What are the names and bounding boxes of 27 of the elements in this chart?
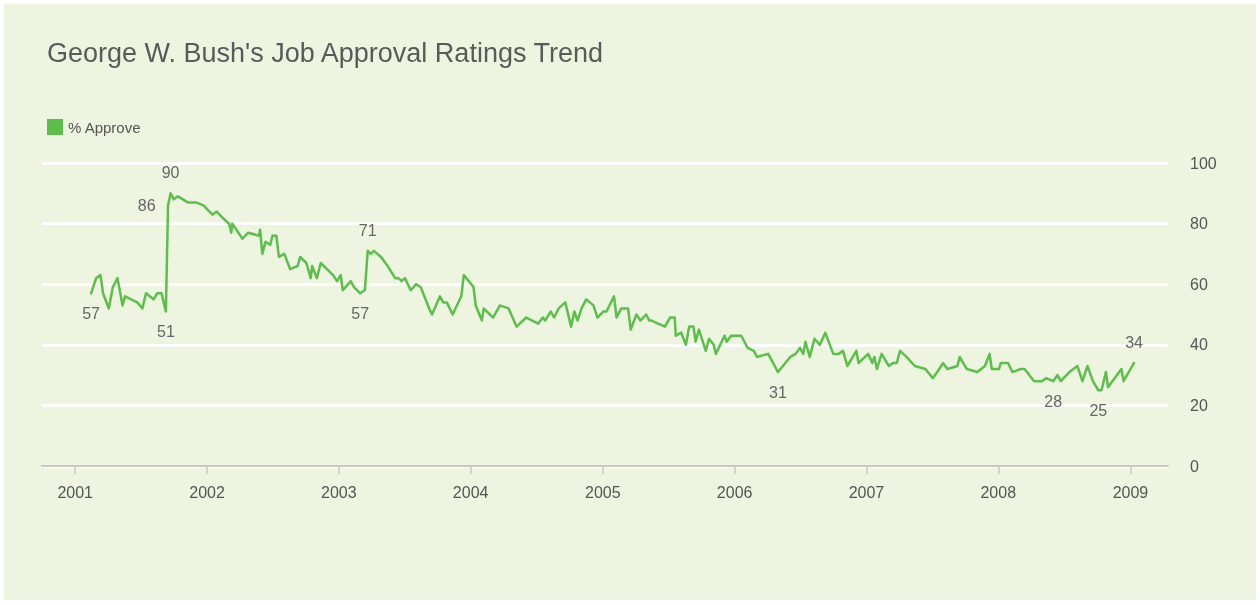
x-tick-label: 2004 (452, 483, 489, 501)
x-tick-label: 2009 (1112, 483, 1149, 501)
x-tick-label: 2002 (189, 483, 225, 501)
annotation: 28 (1044, 393, 1063, 411)
x-tick-label: 2005 (585, 483, 621, 501)
annotation: 31 (769, 384, 787, 402)
annotation: 25 (1089, 402, 1108, 420)
y-tick-label: 0 (1190, 457, 1199, 475)
annotation: 34 (1125, 333, 1144, 351)
x-tick-label: 2001 (57, 483, 94, 501)
y-tick-label: 100 (1190, 154, 1217, 172)
annotation: 71 (358, 221, 377, 239)
annotation: 57 (351, 305, 370, 323)
x-tick-label: 2008 (980, 483, 1017, 501)
y-tick-label: 80 (1190, 215, 1208, 233)
y-tick-label: 20 (1190, 396, 1208, 414)
legend-label: % Approve (68, 118, 141, 136)
chart-title: George W. Bush's Job Approval Ratings Trend (47, 37, 603, 68)
annotation: 86 (137, 196, 156, 214)
annotation: 57 (82, 305, 101, 323)
x-tick-label: 2006 (716, 483, 753, 501)
y-tick-label: 60 (1190, 275, 1208, 293)
y-tick-label: 40 (1190, 336, 1208, 354)
annotation: 90 (161, 164, 180, 182)
x-tick-label: 2003 (321, 483, 357, 501)
x-tick-label: 2007 (848, 483, 885, 501)
annotation: 51 (156, 323, 175, 341)
